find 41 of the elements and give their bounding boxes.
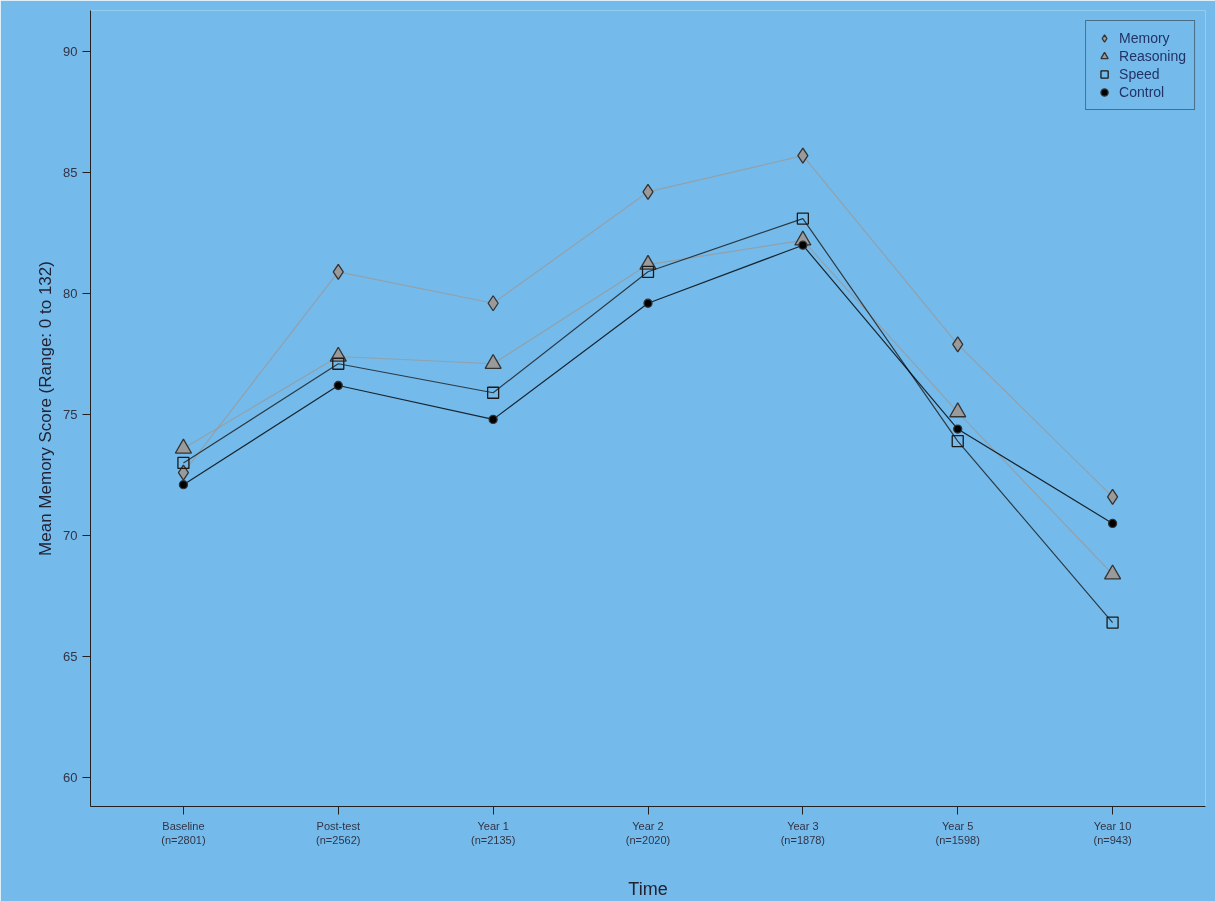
point	[333, 380, 343, 391]
point	[641, 265, 655, 278]
legend-label: Control	[1119, 83, 1165, 101]
x-tick-label: Year 2 (n=2020)	[625, 819, 671, 846]
legend-label: Reasoning	[1119, 47, 1186, 65]
point	[486, 386, 500, 399]
legend-label: Memory	[1119, 29, 1170, 47]
point	[332, 263, 344, 280]
x-tick-label: Baseline (n=2801)	[161, 819, 206, 846]
x-tick-label: Year 1 (n=2135)	[470, 819, 516, 846]
x-axis-title: Time	[628, 878, 668, 899]
point	[332, 357, 345, 370]
y-axis-title: Mean Memory Score (Range: 0 to 132)	[36, 261, 56, 556]
point	[177, 464, 190, 481]
point	[797, 147, 809, 164]
point	[487, 295, 499, 312]
point	[1106, 616, 1119, 629]
y-tick-label: 60	[63, 769, 78, 785]
x-tick-label: Post-test (n=2562)	[316, 819, 361, 846]
point	[798, 240, 808, 250]
point	[1107, 518, 1118, 529]
y-tick-label: 80	[63, 286, 78, 302]
point	[953, 424, 963, 434]
y-tick-label: 75	[63, 407, 78, 423]
y-tick-label: 85	[63, 165, 78, 181]
point	[796, 212, 810, 225]
point	[488, 414, 498, 425]
y-tick-label: 65	[63, 648, 78, 664]
x-tick-label: Year 3 (n=1878)	[780, 819, 826, 846]
y-tick-label: 90	[63, 44, 78, 60]
y-tick-label: 70	[63, 528, 78, 544]
point	[952, 336, 964, 353]
x-tick-label: Year 10 (n=943)	[1093, 819, 1132, 846]
x-tick-label: Year 5 (n=1598)	[935, 819, 980, 846]
point	[177, 456, 190, 470]
point	[643, 298, 653, 308]
point	[949, 402, 967, 418]
point	[1106, 488, 1119, 505]
point	[951, 435, 964, 448]
point	[178, 480, 189, 490]
legend-label: Speed	[1119, 65, 1160, 83]
